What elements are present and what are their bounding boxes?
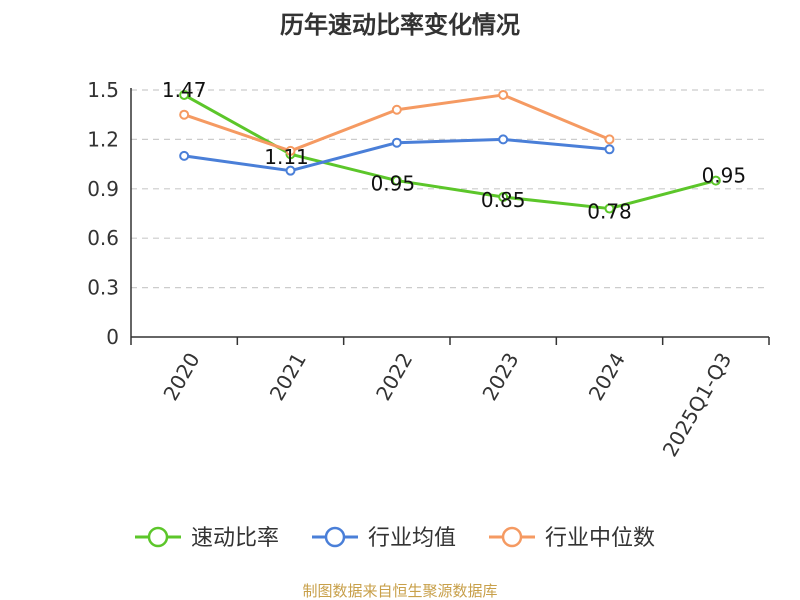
y-tick-label: 1.2: [87, 127, 119, 151]
legend-marker: [324, 526, 346, 548]
chart-title: 历年速动比率变化情况: [280, 11, 520, 39]
data-label: 1.11: [264, 145, 309, 169]
x-tick-label: 2025Q1-Q3: [658, 349, 737, 461]
data-point: [179, 150, 190, 161]
legend-marker: [501, 526, 523, 548]
data-point: [498, 192, 509, 203]
y-tick-label: 0.6: [87, 226, 119, 250]
data-label: 0.95: [371, 172, 416, 196]
data-point: [498, 134, 509, 145]
data-point: [179, 89, 190, 100]
legend-label: 行业中位数: [545, 526, 655, 551]
data-label: 0.78: [587, 200, 632, 224]
x-tick-label: 2021: [265, 349, 311, 405]
axes: 0 0.3 0.6 0.9 1.2 1.5 2020 2021 2022 2023 2024 2025…: [87, 78, 770, 461]
x-tick-label: 2020: [158, 349, 204, 405]
data-point: [604, 144, 615, 155]
source-note: 制图数据来自恒生聚源数据库: [302, 582, 497, 600]
data-point: [285, 165, 296, 176]
data-label: 0.85: [481, 188, 526, 212]
data-labels: 1.47 1.11 0.95 0.85 0.78 0.95: [162, 78, 746, 224]
data-point: [498, 89, 509, 100]
data-point: [604, 134, 615, 145]
y-tick-label: 1.5: [87, 78, 119, 102]
y-tick-label: 0: [106, 325, 119, 349]
data-point: [604, 203, 615, 214]
data-point: [710, 175, 721, 186]
legend: 速动比率 行业均值 行业中位数: [135, 526, 655, 551]
legend-marker: [147, 526, 169, 548]
x-tick-label: 2024: [584, 349, 630, 405]
y-tick-label: 0.3: [87, 276, 119, 300]
data-label: 0.95: [702, 164, 747, 188]
x-tick-label: 2023: [477, 348, 523, 404]
legend-label: 行业均值: [368, 526, 456, 551]
data-point: [285, 145, 296, 156]
legend-label: 速动比率: [191, 526, 279, 551]
x-tick-label: 2022: [371, 349, 417, 405]
data-point: [391, 137, 402, 148]
series: [179, 89, 721, 214]
data-point: [391, 175, 402, 186]
data-point: [179, 109, 190, 120]
data-label: 1.47: [162, 78, 207, 102]
y-tick-label: 0.9: [87, 177, 119, 201]
data-point: [391, 104, 402, 115]
